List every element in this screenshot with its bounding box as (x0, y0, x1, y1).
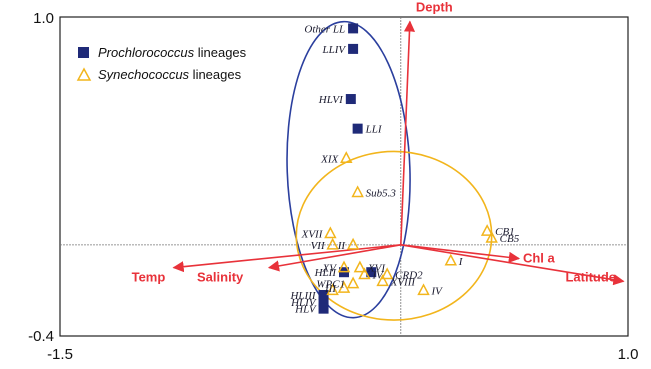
marker-s1-p9 (485, 230, 498, 243)
point-label-s1-p14: CRD2 (395, 269, 423, 281)
y-tick-label-0: 1.0 (33, 10, 54, 27)
point-label-s1-p15: XVIII (390, 276, 417, 288)
point-label-s0-p8: HLV (294, 304, 317, 316)
vector-arrow-4 (267, 244, 401, 272)
vector-arrow-0 (400, 20, 416, 245)
vector-label-1: Chl a (523, 251, 556, 266)
marker-s1-p4 (326, 237, 339, 250)
point-label-s0-p7: HLIV (290, 297, 317, 309)
point-label-s1-p11: IV (431, 285, 444, 297)
plot-frame (59, 16, 629, 337)
marker-s1-p1 (351, 185, 364, 198)
vector-layer: Depth Chl a Latitude Temp Salinity (132, 0, 625, 286)
legend-suffix-1: lineages (189, 67, 242, 82)
legend-marker-0 (78, 47, 89, 58)
vector-label-3: Temp (132, 270, 166, 285)
marker-s1-p13 (346, 276, 360, 289)
marker-s0-p6 (318, 289, 329, 300)
tick-layer: -1.5 1.0 1.0 -0.4 (28, 10, 638, 363)
point-label-s1-p7: IV (371, 269, 384, 281)
point-label-s0-p4: HLII (314, 267, 338, 279)
marker-s1-p0 (340, 151, 353, 164)
vector-arrow-1 (400, 244, 521, 263)
marker-s1-p8 (480, 224, 494, 236)
marker-s0-p3 (352, 123, 363, 134)
axis-lines (60, 17, 628, 336)
vector-label-2: Latitude (565, 269, 616, 284)
point-label-s0-p1: LLIV (321, 44, 346, 56)
legend-marker-1 (76, 67, 92, 81)
vector-arrow-2 (400, 244, 625, 286)
point-label-s1-p5: XV (322, 263, 338, 275)
point-label-s1-p4: VII (311, 240, 326, 252)
marker-s0-p8 (318, 303, 329, 314)
group-ellipse-0 (286, 20, 411, 319)
y-tick-label-1: -0.4 (28, 328, 54, 345)
point-label-s1-p0: XIX (320, 153, 339, 165)
marker-s1-p3 (346, 237, 360, 250)
point-label-s1-p13: WPC1 (316, 279, 345, 291)
vector-label-0: Depth (416, 0, 453, 15)
point-label-s1-p3: II (337, 240, 347, 252)
marker-s0-p0 (348, 23, 359, 34)
legend-genus-0: Prochlorococcus (98, 45, 195, 60)
point-layer (318, 23, 498, 314)
legend-suffix-0: lineages (194, 45, 247, 60)
marker-s1-p7 (358, 267, 371, 280)
point-label-s1-p2: XVII (301, 228, 324, 240)
x-tick-label-0: -1.5 (47, 346, 73, 363)
marker-s1-p2 (324, 226, 337, 239)
point-label-s1-p1: Sub5.3 (366, 187, 397, 199)
legend-label-1: Synechococcus lineages (98, 67, 242, 82)
vector-label-4: Salinity (197, 270, 244, 285)
point-label-s0-p3: LLI (365, 124, 383, 136)
x-tick-label-1: 1.0 (618, 346, 639, 363)
vector-arrow-3 (172, 244, 401, 273)
marker-s1-p14 (380, 267, 394, 280)
marker-s0-p7 (318, 296, 329, 307)
marker-s1-p11 (417, 283, 430, 296)
point-label-s0-p6: HLIII (289, 290, 316, 302)
marker-s1-p6 (353, 260, 367, 273)
marker-s0-p1 (348, 43, 359, 54)
marker-s1-p10 (444, 253, 458, 266)
marker-s1-p5 (337, 260, 351, 273)
marker-s1-p12 (337, 281, 351, 293)
marker-s1-p16 (326, 283, 339, 296)
marker-s0-p2 (345, 94, 356, 105)
legend-genus-1: Synechococcus (98, 67, 190, 82)
point-label-s1-p8: CB1 (495, 226, 515, 238)
point-label-s0-p0: Other LL (304, 23, 345, 35)
plot-border (59, 16, 629, 337)
point-label-s0-p2: HLVI (318, 94, 344, 106)
ellipse-layer (286, 20, 493, 321)
point-label-s1-p9: CB5 (500, 233, 520, 245)
legend-label-0: Prochlorococcus lineages (98, 45, 247, 60)
point-label-s1-p10: I (458, 256, 464, 268)
point-label-s1-p6: XVI (367, 263, 386, 275)
point-label-s1-p12: III (324, 283, 337, 295)
marker-s0-p5 (366, 267, 377, 278)
marker-s1-p15 (376, 274, 389, 287)
